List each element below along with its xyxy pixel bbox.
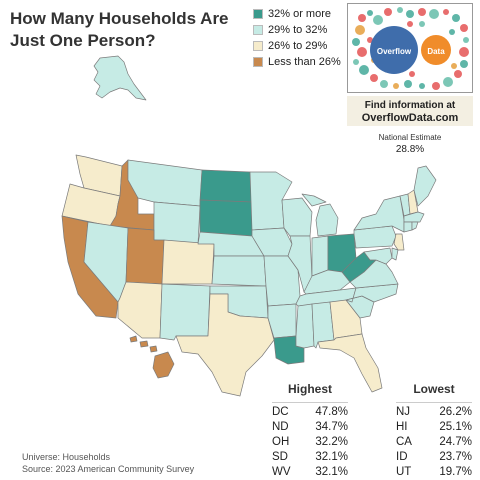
row-value: 26.2% bbox=[439, 406, 472, 418]
state-ks[interactable] bbox=[211, 255, 267, 287]
state-hi[interactable] bbox=[139, 340, 149, 348]
state-il[interactable] bbox=[287, 235, 313, 293]
state-hi[interactable] bbox=[152, 351, 175, 379]
row-value: 25.1% bbox=[439, 421, 472, 433]
state-wi[interactable] bbox=[281, 197, 313, 237]
table-row: CA 24.7% bbox=[396, 435, 472, 450]
state-me[interactable] bbox=[413, 165, 437, 207]
state-hi[interactable] bbox=[129, 335, 138, 343]
state-nd[interactable] bbox=[199, 169, 253, 203]
state-fl[interactable] bbox=[317, 333, 383, 393]
row-state: WV bbox=[272, 466, 291, 478]
row-value: 19.7% bbox=[439, 466, 472, 478]
legend-item: Less than 26% bbox=[253, 54, 343, 69]
state-hi[interactable] bbox=[149, 345, 158, 353]
table-row: SD 32.1% bbox=[272, 450, 348, 465]
state-az[interactable] bbox=[117, 281, 163, 339]
table-row: UT 19.7% bbox=[396, 465, 472, 480]
state-ms[interactable] bbox=[295, 303, 315, 349]
promo-link[interactable]: OverflowData.com bbox=[361, 112, 459, 124]
state-tx[interactable] bbox=[175, 293, 275, 397]
legend-item: 32% or more bbox=[253, 6, 343, 21]
row-value: 32.1% bbox=[315, 466, 348, 478]
legend: 32% or more 29% to 32% 26% to 29% Less t… bbox=[253, 6, 343, 70]
row-state: UT bbox=[396, 466, 412, 478]
state-ny[interactable] bbox=[353, 195, 405, 233]
legend-label: 32% or more bbox=[268, 7, 331, 20]
footer: Universe: Households Source: 2023 Americ… bbox=[22, 451, 194, 475]
state-wy[interactable] bbox=[153, 201, 201, 245]
row-state: SD bbox=[272, 451, 288, 463]
state-nj[interactable] bbox=[393, 233, 405, 251]
logo-data-text: Data bbox=[427, 47, 445, 56]
state-de[interactable] bbox=[391, 247, 399, 261]
logo-data-circle bbox=[421, 35, 451, 65]
table-row: NJ 26.2% bbox=[396, 405, 472, 420]
table-row: HI 25.1% bbox=[396, 420, 472, 435]
row-value: 34.7% bbox=[315, 421, 348, 433]
state-ak[interactable] bbox=[93, 55, 147, 101]
promo-banner[interactable]: Find information at OverflowData.com bbox=[347, 96, 473, 126]
row-state: ND bbox=[272, 421, 289, 433]
national-estimate-label: National Estimate bbox=[378, 133, 442, 142]
overflow-data-logo[interactable]: Overflow Data bbox=[347, 3, 473, 93]
legend-swatch bbox=[253, 56, 263, 67]
row-state: NJ bbox=[396, 406, 411, 418]
row-value: 32.2% bbox=[315, 436, 348, 448]
state-ma[interactable] bbox=[403, 211, 425, 223]
state-mt[interactable] bbox=[127, 159, 203, 207]
state-ar[interactable] bbox=[267, 303, 297, 339]
universe-note: Universe: Households bbox=[22, 452, 111, 462]
national-estimate: National Estimate 28.8% bbox=[360, 133, 460, 155]
page-title: How Many Households Are Just One Person? bbox=[10, 9, 229, 50]
table-row: ND 34.7% bbox=[272, 420, 348, 435]
table-row: WV 32.1% bbox=[272, 465, 348, 480]
legend-label: 29% to 32% bbox=[268, 23, 328, 36]
logo-overflow-circle bbox=[370, 26, 418, 74]
state-ri[interactable] bbox=[411, 221, 419, 231]
logo-overflow-text: Overflow bbox=[377, 47, 412, 56]
row-state: HI bbox=[396, 421, 408, 433]
lowest-table: Lowest NJ 26.2% HI 25.1% CA 24.7% ID 23.7% U… bbox=[396, 382, 472, 480]
row-value: 24.7% bbox=[439, 436, 472, 448]
promo-text: Find information at bbox=[364, 100, 456, 111]
highest-title: Highest bbox=[287, 382, 332, 396]
state-co[interactable] bbox=[161, 239, 215, 285]
row-state: CA bbox=[396, 436, 412, 448]
legend-item: 29% to 32% bbox=[253, 22, 343, 37]
state-in[interactable] bbox=[311, 235, 329, 277]
legend-item: 26% to 29% bbox=[253, 38, 343, 53]
state-mi[interactable] bbox=[315, 203, 339, 237]
lowest-rows: NJ 26.2% HI 25.1% CA 24.7% ID 23.7% UT 19.7% bbox=[396, 402, 472, 480]
highest-rows: DC 47.8% ND 34.7% OH 32.2% SD 32.1% WV 32.1% bbox=[272, 402, 348, 480]
source-note: Source: 2023 American Community Survey bbox=[22, 464, 195, 474]
state-nm[interactable] bbox=[159, 283, 211, 341]
highest-table: Highest DC 47.8% ND 34.7% OH 32.2% SD 32.1% … bbox=[272, 382, 348, 480]
legend-label: 26% to 29% bbox=[268, 39, 328, 52]
table-row: ID 23.7% bbox=[396, 450, 472, 465]
row-value: 32.1% bbox=[315, 451, 348, 463]
legend-label: Less than 26% bbox=[268, 55, 341, 68]
state-mi[interactable] bbox=[301, 193, 327, 207]
state-sd[interactable] bbox=[199, 199, 253, 237]
national-estimate-value: 28.8% bbox=[395, 144, 425, 155]
row-value: 23.7% bbox=[439, 451, 472, 463]
lowest-title: Lowest bbox=[413, 382, 455, 396]
table-row: DC 47.8% bbox=[272, 405, 348, 420]
legend-swatch bbox=[253, 8, 263, 19]
table-row: OH 32.2% bbox=[272, 435, 348, 450]
row-value: 47.8% bbox=[315, 406, 348, 418]
logo-bubbles bbox=[352, 7, 469, 90]
legend-swatch bbox=[253, 24, 263, 35]
row-state: DC bbox=[272, 406, 289, 418]
row-state: ID bbox=[396, 451, 408, 463]
state-md[interactable] bbox=[363, 247, 393, 265]
state-ct[interactable] bbox=[403, 221, 413, 233]
legend-swatch bbox=[253, 40, 263, 51]
logo-graphic: Overflow Data bbox=[352, 7, 469, 90]
row-state: OH bbox=[272, 436, 290, 448]
